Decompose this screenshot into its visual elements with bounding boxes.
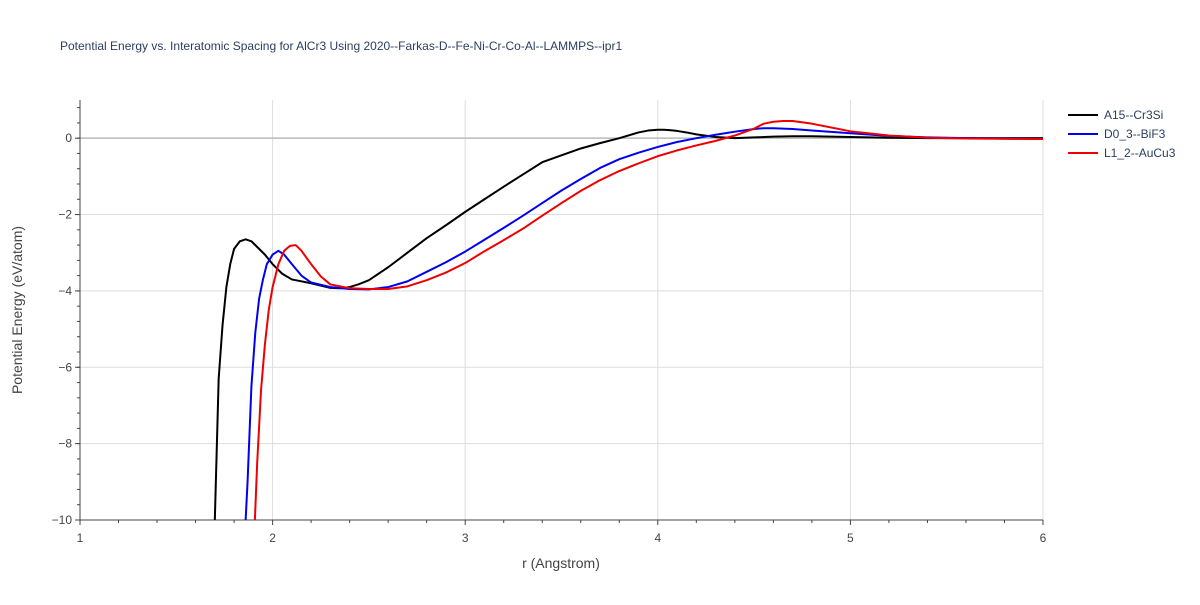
series-line-1 bbox=[244, 127, 1043, 520]
legend-label: A15--Cr3Si bbox=[1104, 108, 1163, 122]
y-axis-title: Potential Energy (eV/atom) bbox=[9, 226, 25, 394]
y-tick-label: −8 bbox=[58, 437, 72, 451]
y-tick-label: −6 bbox=[58, 360, 72, 374]
y-tick-label: 0 bbox=[65, 131, 72, 145]
legend-label: D0_3--BiF3 bbox=[1104, 127, 1166, 141]
x-tick-label: 3 bbox=[462, 531, 469, 545]
series-layer bbox=[213, 120, 1043, 520]
axis-layer: 1 2 3 4 5 6 −10 −8 −6 −4 −2 0 bbox=[52, 100, 1047, 545]
series-line-2 bbox=[253, 120, 1043, 520]
series-line-0 bbox=[213, 128, 1043, 520]
x-tick-label: 5 bbox=[847, 531, 854, 545]
y-tick-label: −10 bbox=[52, 513, 73, 527]
chart-title: Potential Energy vs. Interatomic Spacing… bbox=[60, 39, 622, 53]
x-tick-label: 1 bbox=[77, 531, 84, 545]
x-tick-label: 6 bbox=[1040, 531, 1047, 545]
legend: A15--Cr3Si D0_3--BiF3 L1_2--AuCu3 bbox=[1068, 108, 1176, 160]
x-axis-title: r (Angstrom) bbox=[522, 555, 600, 571]
x-tick-label: 4 bbox=[654, 531, 661, 545]
y-tick-label: −4 bbox=[58, 284, 72, 298]
y-tick-label: −2 bbox=[58, 208, 72, 222]
legend-label: L1_2--AuCu3 bbox=[1104, 146, 1176, 160]
x-tick-label: 2 bbox=[269, 531, 276, 545]
